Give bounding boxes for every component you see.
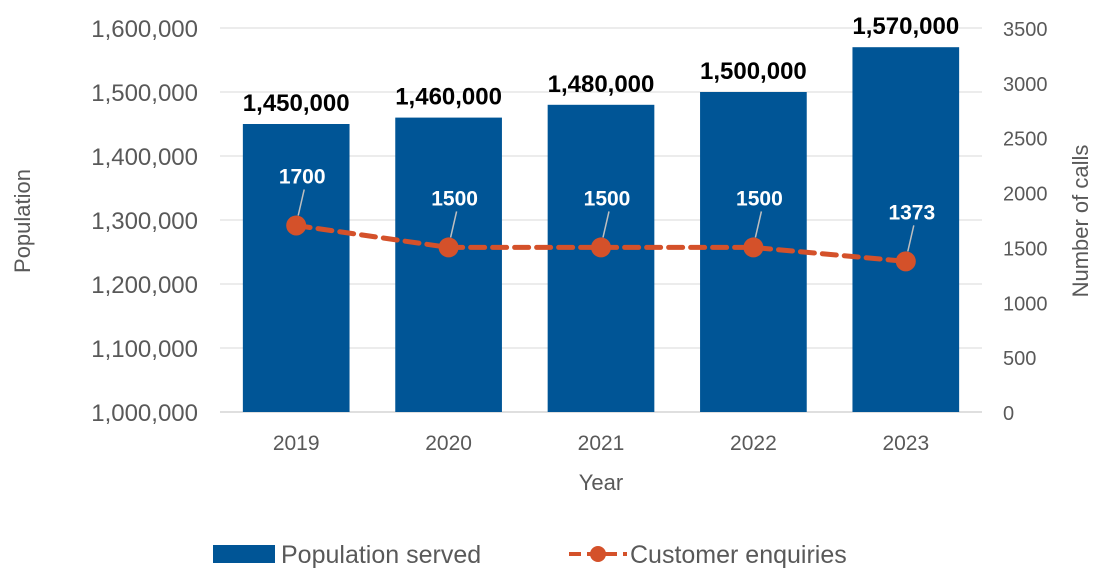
bar-data-label: 1,450,000: [243, 90, 350, 117]
y-tick-label: 1,400,000: [91, 144, 198, 171]
y-tick-label: 1,100,000: [91, 336, 198, 363]
bar-data-label: 1,460,000: [395, 84, 502, 111]
bar: [395, 117, 502, 412]
chart-text: 1,000,000 1,100,000 1,200,000 1,300,000 1,40…: [91, 13, 1047, 455]
x-tick-label: 2022: [730, 432, 777, 455]
line-marker: [591, 237, 611, 258]
legend-label-population: Population served: [281, 541, 481, 569]
leader-line: [907, 225, 915, 252]
x-tick-label: 2019: [273, 432, 320, 455]
y2-tick-label: 0: [1003, 403, 1014, 425]
x-axis-title: Year: [579, 470, 623, 495]
x-tick-label: 2023: [882, 432, 929, 455]
y2-axis-title: Number of calls: [1068, 145, 1093, 298]
leader-line: [602, 211, 610, 238]
legend-label-enquiries: Customer enquiries: [630, 541, 847, 569]
bar: [547, 104, 655, 413]
line-marker: [895, 251, 916, 272]
x-tick-label: 2021: [578, 432, 625, 455]
y-tick-label: 1,600,000: [91, 16, 198, 43]
bar-data-label: 1,570,000: [852, 13, 959, 40]
leader-line: [297, 189, 305, 216]
bar-data-label: 1,480,000: [548, 71, 655, 98]
y-tick-label: 1,200,000: [91, 272, 198, 299]
y-tick-label: 1,000,000: [91, 400, 198, 427]
line-data-label: 1373: [888, 201, 935, 224]
x-tick-label: 2020: [425, 432, 472, 455]
line-series: [286, 189, 916, 272]
leader-line: [449, 211, 458, 238]
y2-tick-label: 2500: [1003, 129, 1048, 151]
bar: [852, 47, 960, 412]
legend-marker: [590, 546, 606, 562]
line-data-label: 1500: [584, 187, 631, 210]
line-marker: [286, 215, 307, 236]
bar-series: [242, 47, 960, 413]
y-tick-label: 1,500,000: [91, 80, 198, 107]
y2-tick-label: 500: [1003, 348, 1036, 370]
legend-bar-swatch: [213, 545, 275, 563]
y2-tick-label: 3000: [1003, 74, 1048, 96]
y2-tick-label: 1000: [1003, 293, 1048, 315]
y2-tick-label: 3500: [1003, 19, 1048, 41]
bar: [242, 124, 350, 412]
line-data-label: 1700: [279, 165, 326, 188]
bar-data-label: 1,500,000: [700, 58, 807, 85]
y2-tick-label: 2000: [1003, 184, 1048, 206]
y2-tick-label: 1500: [1003, 238, 1048, 260]
line-marker: [438, 237, 459, 258]
legend: Population served Customer enquiries: [213, 541, 847, 569]
leader-line: [754, 211, 763, 238]
line-data-label: 1500: [736, 187, 783, 210]
line-data-label: 1500: [431, 187, 478, 210]
y-tick-label: 1,300,000: [91, 208, 198, 235]
line-marker: [743, 237, 764, 258]
y-axis-title: Population: [10, 169, 35, 273]
